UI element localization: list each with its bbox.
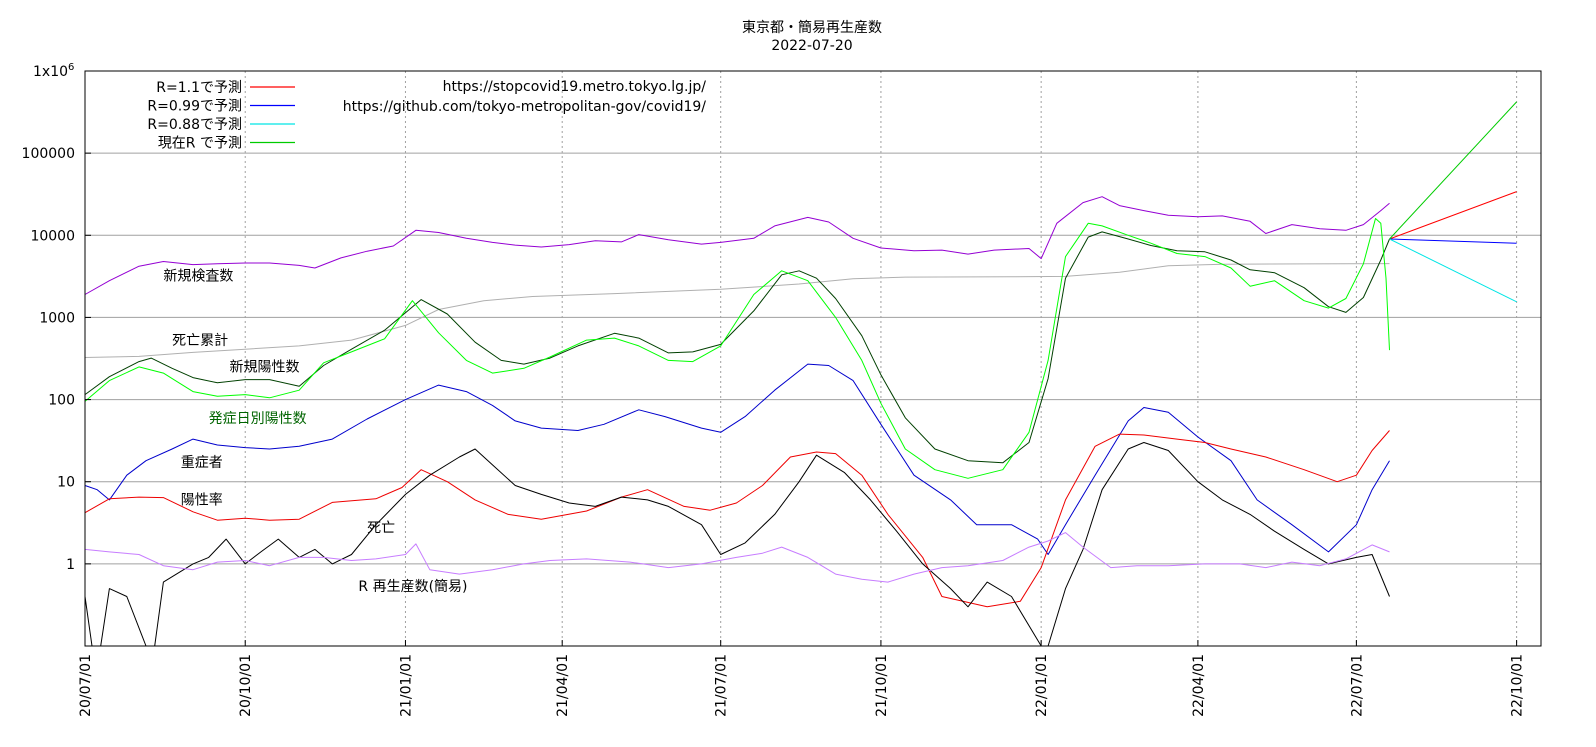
annotation-label: 重症者	[181, 455, 223, 471]
y-tick-label: 1	[66, 557, 75, 573]
chart-subtitle: 2022-07-20	[771, 38, 852, 54]
axis-layer: 1 10 100 1000 10000 100000 20/07/01 20/10/01 21/…	[22, 146, 1526, 717]
annotation-label: 死亡累計	[172, 333, 228, 349]
x-tick-label: 20/07/01	[78, 654, 94, 717]
chart-title: 東京都・簡易再生産数	[742, 20, 882, 36]
y-tick-label: 10	[57, 475, 75, 491]
legend-label: R=0.99で予測	[147, 99, 242, 115]
y-tick-label: 100000	[22, 146, 75, 162]
series-layer	[84, 101, 1517, 647]
annotation-label: 新規陽性数	[230, 359, 300, 375]
y-top-label: 1x106	[33, 62, 74, 80]
y-top-label-base: 1x10	[33, 64, 68, 80]
x-tick-label: 21/07/01	[714, 654, 730, 717]
y-tick-label: 10000	[30, 228, 75, 244]
plot-frame	[84, 70, 1542, 647]
x-tick-label: 21/10/01	[874, 654, 890, 717]
source-url-2: https://github.com/tokyo-metropolitan-go…	[343, 99, 707, 115]
annotation-label: 発症日別陽性数	[209, 411, 307, 427]
annotation-label: R 再生産数(簡易)	[358, 579, 467, 595]
legend-label: 現在R で予測	[158, 136, 242, 152]
series-line-pred_r099	[1389, 238, 1517, 244]
x-tick-label: 22/10/01	[1510, 654, 1526, 717]
x-tick-label: 21/04/01	[555, 654, 571, 717]
series-line-pred_current	[1389, 101, 1517, 240]
series-line-pred_r088	[1389, 238, 1517, 303]
series-line-deaths	[84, 442, 1390, 647]
y-tick-label: 100	[48, 393, 75, 409]
series-line-onset_positive	[84, 218, 1390, 479]
series-line-new_positive	[84, 231, 1390, 464]
series-line-pred_r110	[1389, 191, 1517, 240]
series-line-R	[84, 532, 1390, 583]
grid-layer	[84, 71, 1541, 646]
annotation-label: 新規検査数	[163, 269, 233, 285]
y-top-label-exp: 6	[68, 62, 74, 73]
series-line-cumulative_deaths	[84, 263, 1390, 358]
source-url-1: https://stopcovid19.metro.tokyo.lg.jp/	[443, 79, 707, 95]
x-tick-label: 20/10/01	[238, 654, 254, 717]
x-tick-label: 22/01/01	[1034, 654, 1050, 717]
legend-label: R=0.88で予測	[147, 117, 242, 133]
x-tick-label: 21/01/01	[398, 654, 414, 717]
x-tick-label: 22/04/01	[1191, 654, 1207, 717]
annotation-label: 死亡	[367, 521, 395, 537]
annotation-label: 陽性率	[181, 491, 223, 508]
series-line-positive_rate	[84, 430, 1390, 608]
x-tick-label: 22/07/01	[1349, 654, 1365, 717]
series-line-severe	[84, 363, 1390, 555]
y-tick-label: 1000	[39, 310, 75, 326]
series-line-tests	[84, 196, 1390, 295]
legend-label: R=1.1で予測	[156, 80, 242, 96]
